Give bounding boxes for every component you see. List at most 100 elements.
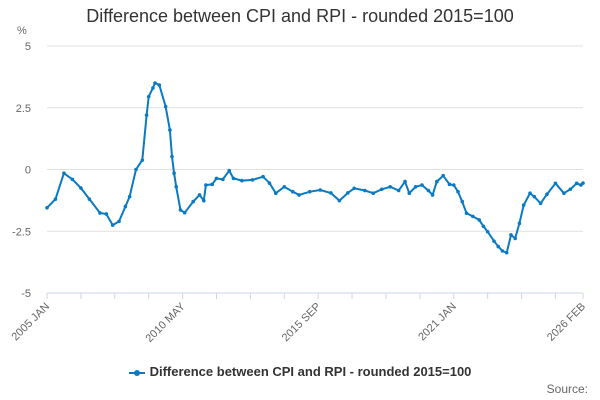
- data-point[interactable]: [45, 205, 49, 210]
- data-point[interactable]: [430, 193, 435, 197]
- data-point[interactable]: [191, 199, 195, 204]
- data-point[interactable]: [504, 250, 509, 255]
- data-point[interactable]: [346, 191, 350, 195]
- data-point[interactable]: [182, 210, 187, 215]
- data-point[interactable]: [79, 186, 83, 190]
- data-point[interactable]: [477, 218, 481, 222]
- data-point[interactable]: [581, 181, 585, 185]
- data-point[interactable]: [144, 113, 149, 117]
- data-point[interactable]: [178, 208, 183, 212]
- data-point[interactable]: [371, 191, 376, 196]
- data-point[interactable]: [157, 83, 162, 87]
- data-point[interactable]: [496, 244, 501, 249]
- data-point[interactable]: [227, 168, 231, 173]
- data-point[interactable]: [87, 197, 92, 201]
- data-point[interactable]: [62, 171, 66, 176]
- data-point[interactable]: [362, 188, 367, 193]
- data-point[interactable]: [553, 181, 558, 186]
- data-point[interactable]: [337, 198, 342, 203]
- legend-item[interactable]: Difference between CPI and RPI - rounded…: [0, 364, 600, 379]
- data-point[interactable]: [456, 189, 460, 194]
- data-point[interactable]: [204, 183, 208, 187]
- data-point[interactable]: [388, 184, 393, 189]
- data-point[interactable]: [110, 223, 115, 227]
- data-point[interactable]: [574, 181, 579, 186]
- data-point[interactable]: [140, 158, 145, 162]
- data-point[interactable]: [451, 183, 456, 187]
- data-point[interactable]: [545, 192, 549, 196]
- y-tick-label: -2.5: [12, 226, 31, 238]
- data-point[interactable]: [151, 86, 155, 90]
- data-point[interactable]: [521, 203, 526, 207]
- data-point[interactable]: [435, 179, 439, 184]
- data-point[interactable]: [214, 176, 219, 181]
- data-point[interactable]: [221, 177, 225, 182]
- data-point[interactable]: [420, 183, 424, 187]
- data-point[interactable]: [403, 179, 407, 184]
- data-point[interactable]: [538, 201, 543, 206]
- data-point[interactable]: [267, 181, 272, 185]
- data-point[interactable]: [250, 178, 255, 182]
- data-point[interactable]: [441, 173, 445, 178]
- data-point[interactable]: [485, 229, 490, 234]
- data-point[interactable]: [98, 211, 102, 215]
- y-tick-label: 2.5: [16, 103, 31, 115]
- data-point[interactable]: [146, 94, 151, 99]
- data-point[interactable]: [104, 212, 109, 216]
- data-point[interactable]: [240, 178, 244, 183]
- data-point[interactable]: [379, 187, 384, 192]
- data-point[interactable]: [172, 171, 176, 176]
- data-point[interactable]: [290, 189, 295, 194]
- data-point[interactable]: [471, 214, 475, 219]
- data-point[interactable]: [562, 191, 566, 196]
- data-point[interactable]: [53, 197, 58, 201]
- data-point[interactable]: [231, 176, 236, 181]
- data-point[interactable]: [170, 154, 174, 159]
- data-point[interactable]: [117, 219, 121, 224]
- data-point[interactable]: [318, 188, 323, 192]
- y-tick-label: -5: [21, 288, 31, 300]
- data-point[interactable]: [134, 167, 138, 172]
- source-label: Source:: [546, 382, 588, 396]
- data-point[interactable]: [210, 182, 215, 187]
- data-point[interactable]: [163, 104, 168, 109]
- x-tick-label: 2021 JAN: [416, 301, 459, 344]
- data-point[interactable]: [201, 198, 206, 203]
- data-point[interactable]: [413, 184, 418, 189]
- data-point[interactable]: [352, 186, 356, 191]
- data-point[interactable]: [532, 194, 537, 199]
- data-point[interactable]: [568, 187, 573, 192]
- data-point[interactable]: [426, 188, 431, 193]
- legend-label: Difference between CPI and RPI - rounded…: [149, 364, 472, 379]
- data-point[interactable]: [174, 184, 179, 189]
- data-point[interactable]: [282, 184, 287, 189]
- data-point[interactable]: [297, 193, 301, 197]
- data-point[interactable]: [123, 204, 128, 209]
- data-point[interactable]: [153, 81, 157, 85]
- data-point[interactable]: [492, 239, 496, 243]
- data-point[interactable]: [127, 194, 132, 199]
- data-point[interactable]: [481, 224, 486, 229]
- data-point[interactable]: [70, 177, 75, 182]
- data-point[interactable]: [464, 211, 469, 216]
- data-point[interactable]: [261, 174, 265, 179]
- data-point[interactable]: [447, 182, 452, 187]
- data-point[interactable]: [197, 193, 202, 197]
- data-point[interactable]: [460, 199, 465, 204]
- chart-title: Difference between CPI and RPI - rounded…: [86, 6, 514, 26]
- data-point[interactable]: [517, 221, 522, 226]
- data-point[interactable]: [513, 236, 518, 241]
- data-point[interactable]: [509, 233, 513, 237]
- data-point[interactable]: [407, 191, 412, 196]
- data-point[interactable]: [274, 191, 278, 196]
- legend-line-marker-icon: [128, 369, 145, 376]
- data-point[interactable]: [528, 191, 532, 196]
- data-point[interactable]: [329, 191, 333, 195]
- data-point[interactable]: [307, 189, 312, 194]
- x-tick-label: 2010 MAY: [143, 300, 188, 345]
- data-point[interactable]: [396, 188, 401, 193]
- data-point[interactable]: [168, 128, 172, 132]
- data-point[interactable]: [500, 249, 505, 253]
